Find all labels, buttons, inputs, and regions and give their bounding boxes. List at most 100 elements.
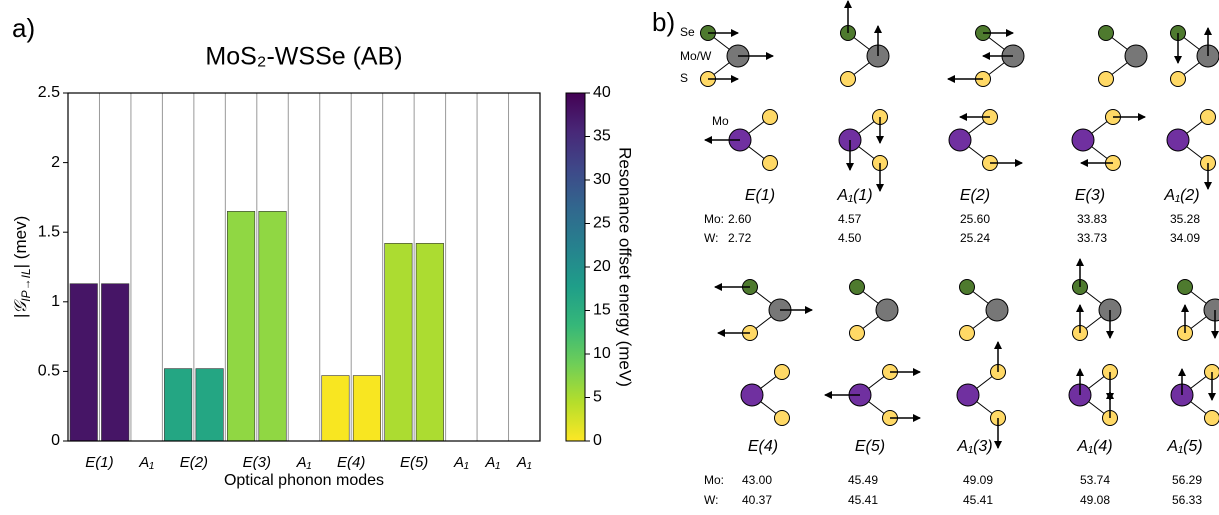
bar	[195, 368, 224, 442]
atom	[959, 279, 975, 295]
atom	[959, 325, 975, 341]
bar	[258, 211, 287, 442]
atom	[1098, 25, 1114, 41]
frequency-value: 25.24	[960, 231, 990, 245]
mode-name: A₁(1)	[836, 187, 872, 204]
mode-name: A₁(5)	[1166, 438, 1202, 455]
y-axis-title-part: |𝒢	[11, 299, 30, 318]
colorbar	[565, 92, 586, 442]
y-tick-label: 1.5	[38, 223, 60, 240]
x-tick-label: E(3)	[243, 454, 271, 471]
atom	[1071, 128, 1095, 152]
x-tick-label: A₁	[296, 454, 312, 471]
mode-name: E(3)	[1075, 187, 1105, 204]
mode-name: E(2)	[960, 187, 990, 204]
atom	[849, 325, 865, 341]
y-tick-label: 0	[51, 432, 60, 449]
mode-name: A₁(4)	[1076, 438, 1112, 455]
atom	[849, 279, 865, 295]
y-tick-label: 0.5	[38, 363, 60, 380]
x-tick-label: A₁	[516, 454, 532, 471]
colorbar-tick-label: 30	[593, 171, 611, 188]
panel-label: b)	[652, 7, 675, 37]
colorbar-title: Resonance offset energy (meV)	[616, 147, 635, 387]
frequency-value: 4.57	[838, 212, 862, 226]
atom	[948, 128, 972, 152]
frequency-value: 49.09	[963, 473, 993, 487]
plot-frame	[67, 92, 541, 442]
x-tick-label: A₁	[138, 454, 154, 471]
atom	[840, 71, 856, 87]
colorbar-tick-label: 25	[593, 215, 611, 232]
bar	[101, 283, 130, 442]
bar	[352, 375, 381, 442]
bar	[227, 211, 256, 442]
frequency-value: 43.00	[742, 473, 772, 487]
chart-title: MoS₂-WSSe (AB)	[205, 43, 402, 71]
x-tick-label: A₁	[484, 454, 500, 471]
row-label: W:	[704, 231, 718, 245]
panel-label: a)	[12, 13, 35, 43]
frequency-value: 45.41	[848, 493, 878, 507]
mode-name: A₁(3)	[956, 438, 992, 455]
frequency-value: 2.72	[728, 231, 752, 245]
colorbar-tick-label: 35	[593, 128, 611, 145]
colorbar-tick-label: 0	[593, 432, 602, 449]
bar	[384, 243, 413, 442]
atom	[1098, 71, 1114, 87]
frequency-value: 33.73	[1077, 231, 1107, 245]
x-axis-title: Optical phonon modes	[224, 472, 384, 489]
atom-label: Mo	[712, 114, 729, 128]
frequency-value: 56.29	[1172, 473, 1202, 487]
colorbar-tick-label: 40	[593, 84, 611, 101]
atom	[1203, 298, 1219, 322]
y-tick-label: 2	[51, 154, 60, 171]
row-label: W:	[704, 493, 718, 507]
frequency-value: 53.74	[1080, 473, 1110, 487]
bar	[415, 243, 444, 442]
atom	[1200, 109, 1216, 125]
atom	[985, 298, 1009, 322]
colorbar-tick-label: 20	[593, 258, 611, 275]
frequency-value: 33.83	[1077, 212, 1107, 226]
frequency-value: 56.33	[1172, 493, 1202, 507]
x-tick-label: E(4)	[337, 454, 365, 471]
atom	[774, 410, 790, 426]
row-label: Mo:	[704, 473, 724, 487]
atom-label: Mo/W	[680, 49, 712, 63]
atom	[774, 364, 790, 380]
atom-label: S	[680, 71, 688, 85]
frequency-value: 25.60	[960, 212, 990, 226]
frequency-value: 49.08	[1080, 493, 1110, 507]
atom	[1166, 128, 1190, 152]
atom	[1177, 279, 1193, 295]
frequency-value: 35.28	[1170, 212, 1200, 226]
x-tick-label: A₁	[453, 454, 469, 471]
y-tick-label: 1	[51, 293, 60, 310]
atom	[762, 155, 778, 171]
y-tick-label: 2.5	[38, 84, 60, 101]
colorbar-tick-label: 15	[593, 302, 611, 319]
atom	[762, 109, 778, 125]
atom	[956, 383, 980, 407]
y-axis-title-part: | (mev)	[11, 216, 30, 269]
x-tick-label: E(5)	[400, 454, 428, 471]
frequency-value: 40.37	[742, 493, 772, 507]
atom-label: Se	[680, 25, 695, 39]
atom	[1170, 71, 1186, 87]
atom	[1204, 410, 1219, 426]
atom	[740, 383, 764, 407]
y-axis-title: |𝒢IP→IL| (mev)	[11, 216, 33, 318]
mode-name: A₁(2)	[1163, 187, 1199, 204]
mode-name: E(1)	[745, 187, 775, 204]
x-tick-label: E(1)	[85, 454, 113, 471]
frequency-value: 45.41	[963, 493, 993, 507]
bar	[321, 375, 350, 442]
mode-name: E(5)	[855, 438, 885, 455]
frequency-value: 2.60	[728, 212, 752, 226]
mode-name: E(4)	[748, 438, 778, 455]
frequency-value: 4.50	[838, 231, 862, 245]
bar	[69, 283, 98, 442]
frequency-value: 45.49	[848, 473, 878, 487]
